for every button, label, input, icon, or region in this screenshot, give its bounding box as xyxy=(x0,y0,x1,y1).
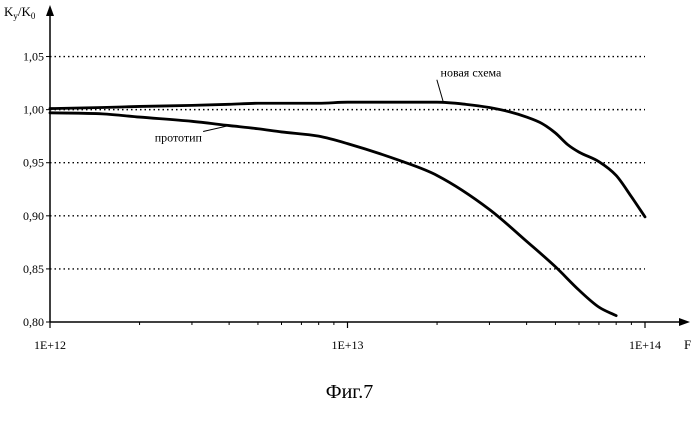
x-tick-label-0: 1E+12 xyxy=(34,338,66,352)
series-line-1 xyxy=(50,113,616,316)
x-tick-label-1: 1E+13 xyxy=(331,338,363,352)
ticks xyxy=(46,57,645,328)
y-tick-label-3: 0,95 xyxy=(23,156,44,170)
series-line-0 xyxy=(50,102,645,217)
figure-caption: Фиг.7 xyxy=(0,381,699,404)
y-tick-label-1: 0,85 xyxy=(23,262,44,276)
tick-labels: 0,80 0,85 0,90 0,95 1,00 1,05 1E+12 1E+13 1E+14 xyxy=(23,50,661,352)
y-tick-label-5: 1,05 xyxy=(23,50,44,64)
axes xyxy=(46,5,690,326)
y-tick-label-0: 0,80 xyxy=(23,315,44,329)
annotation-leader-1 xyxy=(203,126,229,132)
annotation-label-1: прототип xyxy=(155,130,203,144)
annotation-label-0: новая схема xyxy=(441,66,502,80)
y-axis-title: Ky/K0 xyxy=(4,4,36,21)
y-tick-label-4: 1,00 xyxy=(23,103,44,117)
y-tick-label-2: 0,90 xyxy=(23,209,44,223)
series-lines xyxy=(50,102,645,315)
x-axis-arrow xyxy=(679,318,690,326)
grid-lines xyxy=(50,57,645,269)
x-tick-label-2: 1E+14 xyxy=(629,338,661,352)
x-axis-title: F xyxy=(684,337,691,352)
annotation-leader-0 xyxy=(437,80,444,102)
y-axis-arrow xyxy=(46,5,54,16)
